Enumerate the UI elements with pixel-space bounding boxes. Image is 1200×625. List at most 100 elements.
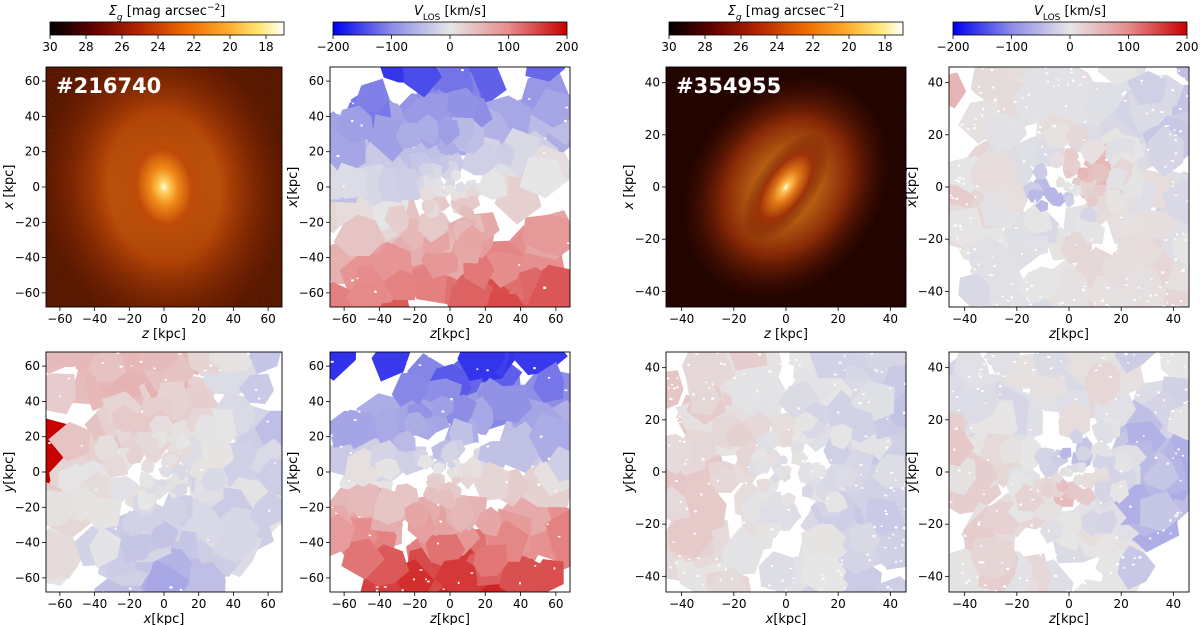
panel-p354955-sb-xz: −40 −40 −20 −20 0 0 20 20 40 40 z [kpc] x [kpc] #354…	[622, 66, 907, 342]
particle-gap	[956, 237, 959, 240]
voronoi-bin	[1017, 266, 1060, 304]
particle-gap	[954, 179, 958, 182]
particle-gap	[1028, 93, 1030, 96]
panel-image	[949, 352, 1189, 592]
particle-gap	[1042, 409, 1044, 412]
particle-gap	[368, 534, 372, 537]
particle-gap	[999, 393, 1002, 396]
voronoi-bin	[492, 141, 515, 167]
voronoi-bin	[793, 411, 819, 431]
particle-gap	[1105, 287, 1109, 289]
particle-gap	[1102, 357, 1105, 359]
particle-gap	[1138, 556, 1142, 559]
y-tick-label: 60	[25, 74, 40, 88]
particle-gap	[901, 544, 904, 547]
y-tick-label: 0	[316, 465, 324, 479]
particle-gap	[677, 367, 681, 370]
particle-gap	[862, 393, 865, 396]
particle-gap	[873, 525, 876, 528]
particle-gap	[1180, 511, 1182, 513]
particle-gap	[779, 372, 782, 375]
colorbars: Σg [mag arcsec−2] 30 28 26 24 22 20 18 VLOS [km/…	[42, 3, 1198, 54]
particle-gap	[829, 459, 833, 462]
particle-gap	[1116, 563, 1120, 566]
colorbar-tick-label: −100	[995, 40, 1028, 54]
particle-gap	[1169, 133, 1172, 136]
particle-gap	[1172, 185, 1175, 187]
particle-gap	[274, 462, 276, 464]
voronoi-bin	[1035, 199, 1049, 212]
particle-gap	[669, 397, 673, 401]
x-tick-label: 60	[260, 312, 275, 326]
particle-gap	[1170, 353, 1173, 356]
particle-gap	[979, 375, 982, 378]
particle-gap	[967, 579, 971, 582]
particle-gap	[959, 224, 962, 227]
particle-gap	[821, 574, 824, 576]
voronoi-bin	[200, 467, 225, 491]
particle-gap	[330, 434, 333, 437]
particle-gap	[543, 286, 547, 289]
voronoi-bin	[1033, 447, 1056, 468]
particle-gap	[993, 265, 996, 268]
particle-gap	[903, 508, 906, 510]
x-tick-label: −40	[952, 312, 977, 326]
particle-gap	[331, 506, 334, 508]
voronoi-bin	[418, 214, 446, 243]
particle-gap	[1138, 296, 1141, 299]
particle-gap	[1070, 187, 1074, 189]
voronoi-bin	[454, 181, 467, 194]
x-tick-label: 40	[226, 597, 241, 611]
particle-gap	[733, 376, 736, 379]
panel-image	[46, 67, 282, 307]
particle-gap	[542, 152, 545, 154]
voronoi-bin	[807, 523, 845, 563]
voronoi-bin	[474, 506, 501, 537]
colorbar-tick-label: 30	[661, 40, 676, 54]
particle-gap	[1025, 297, 1028, 300]
particle-gap	[470, 572, 474, 574]
particle-gap	[1100, 440, 1103, 443]
x-tick-label: −20	[117, 597, 142, 611]
voronoi-bin	[1041, 482, 1054, 498]
voronoi-bin	[1032, 162, 1048, 181]
x-tick-label: −20	[1004, 597, 1029, 611]
voronoi-bin	[1055, 176, 1066, 188]
voronoi-bin	[451, 468, 461, 477]
particle-gap	[719, 362, 723, 365]
panel-p216740-v-xz: −60 −60 −40 −40 −20 −20 0 0 20 20 40 40 60 60 z[kpc] x[…	[286, 66, 571, 342]
x-axis-label: z[kpc]	[429, 612, 470, 625]
voronoi-bin	[125, 444, 144, 465]
particle-gap	[981, 114, 983, 117]
panel-p354955-v-xz: −40 −40 −20 −20 0 0 20 20 40 40 z[kpc] x[kpc]	[905, 66, 1190, 342]
particle-gap	[867, 401, 871, 404]
particle-gap	[757, 353, 761, 356]
voronoi-bin	[139, 471, 155, 489]
x-tick-label: −40	[669, 312, 694, 326]
voronoi-bin	[461, 474, 475, 490]
particle-gap	[1105, 303, 1109, 306]
colorbar-tick-label: −200	[937, 40, 970, 54]
particle-gap	[951, 196, 954, 199]
particle-gap	[676, 385, 679, 389]
colorbar-gradient	[952, 21, 1188, 36]
voronoi-bin	[345, 282, 390, 307]
particle-gap	[566, 242, 570, 245]
particle-gap	[383, 586, 387, 588]
y-tick-label: 40	[928, 76, 943, 90]
particle-gap	[990, 274, 994, 277]
particle-gap	[1178, 107, 1182, 110]
particle-gap	[528, 98, 531, 100]
particle-gap	[1157, 391, 1161, 394]
particle-gap	[792, 577, 796, 579]
particle-gap	[1166, 301, 1169, 304]
particle-gap	[351, 90, 354, 92]
particle-gap	[433, 459, 437, 462]
voronoi-bin	[525, 67, 566, 82]
particle-gap	[833, 384, 836, 386]
particle-gap	[994, 98, 997, 101]
x-tick-label: −60	[47, 312, 72, 326]
y-tick-label: 20	[928, 413, 943, 427]
particle-gap	[874, 369, 877, 371]
voronoi-bin	[876, 576, 906, 592]
